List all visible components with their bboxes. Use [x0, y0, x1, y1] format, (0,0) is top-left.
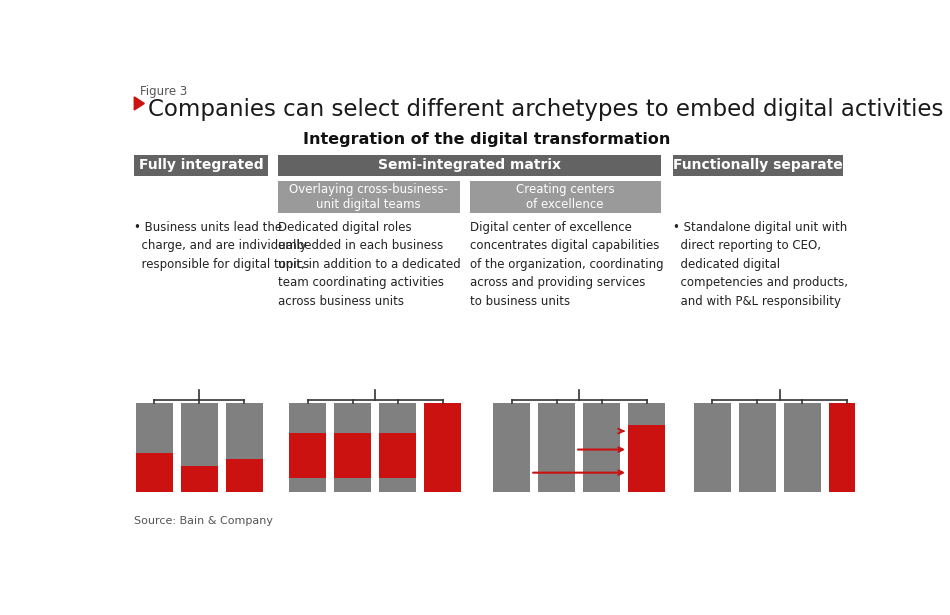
FancyBboxPatch shape — [136, 453, 173, 492]
Text: Dedicated digital roles
embedded in each business
unit, in addition to a dedicat: Dedicated digital roles embedded in each… — [277, 221, 461, 308]
Text: Functionally separate: Functionally separate — [674, 159, 843, 172]
FancyBboxPatch shape — [289, 434, 327, 478]
Text: Digital center of excellence
concentrates digital capabilities
of the organizati: Digital center of excellence concentrate… — [470, 221, 663, 308]
FancyBboxPatch shape — [538, 403, 576, 492]
FancyBboxPatch shape — [226, 459, 263, 492]
FancyBboxPatch shape — [673, 154, 844, 177]
FancyBboxPatch shape — [289, 403, 327, 434]
Text: Overlaying cross-business-
unit digital teams: Overlaying cross-business- unit digital … — [289, 183, 447, 211]
FancyBboxPatch shape — [583, 403, 620, 492]
FancyBboxPatch shape — [828, 403, 865, 492]
Text: Figure 3: Figure 3 — [141, 85, 188, 98]
Text: Companies can select different archetypes to embed digital activities: Companies can select different archetype… — [148, 98, 943, 121]
FancyBboxPatch shape — [628, 425, 665, 492]
Text: Integration of the digital transformation: Integration of the digital transformatio… — [303, 132, 671, 146]
FancyBboxPatch shape — [334, 403, 371, 434]
FancyBboxPatch shape — [493, 403, 530, 492]
FancyBboxPatch shape — [334, 478, 371, 492]
Text: Fully integrated: Fully integrated — [139, 159, 263, 172]
FancyBboxPatch shape — [226, 403, 263, 459]
FancyBboxPatch shape — [628, 403, 665, 425]
FancyBboxPatch shape — [694, 403, 731, 492]
FancyBboxPatch shape — [180, 403, 218, 466]
FancyBboxPatch shape — [739, 403, 776, 492]
Text: Source: Bain & Company: Source: Bain & Company — [134, 516, 274, 526]
Polygon shape — [134, 97, 144, 110]
FancyBboxPatch shape — [134, 154, 268, 177]
FancyBboxPatch shape — [180, 466, 218, 492]
FancyBboxPatch shape — [784, 403, 821, 492]
FancyBboxPatch shape — [136, 403, 173, 453]
FancyBboxPatch shape — [379, 478, 416, 492]
Text: • Standalone digital unit with
  direct reporting to CEO,
  dedicated digital
  : • Standalone digital unit with direct re… — [673, 221, 847, 308]
FancyBboxPatch shape — [424, 403, 462, 492]
Text: • Business units lead the
  charge, and are individually
  responsible for digit: • Business units lead the charge, and ar… — [134, 221, 310, 271]
FancyBboxPatch shape — [379, 403, 416, 434]
FancyBboxPatch shape — [289, 478, 327, 492]
FancyBboxPatch shape — [470, 181, 661, 213]
FancyBboxPatch shape — [277, 181, 460, 213]
FancyBboxPatch shape — [334, 434, 371, 478]
Text: Semi-integrated matrix: Semi-integrated matrix — [377, 159, 560, 172]
FancyBboxPatch shape — [277, 154, 661, 177]
FancyBboxPatch shape — [379, 434, 416, 478]
Text: Creating centers
of excellence: Creating centers of excellence — [516, 183, 615, 211]
